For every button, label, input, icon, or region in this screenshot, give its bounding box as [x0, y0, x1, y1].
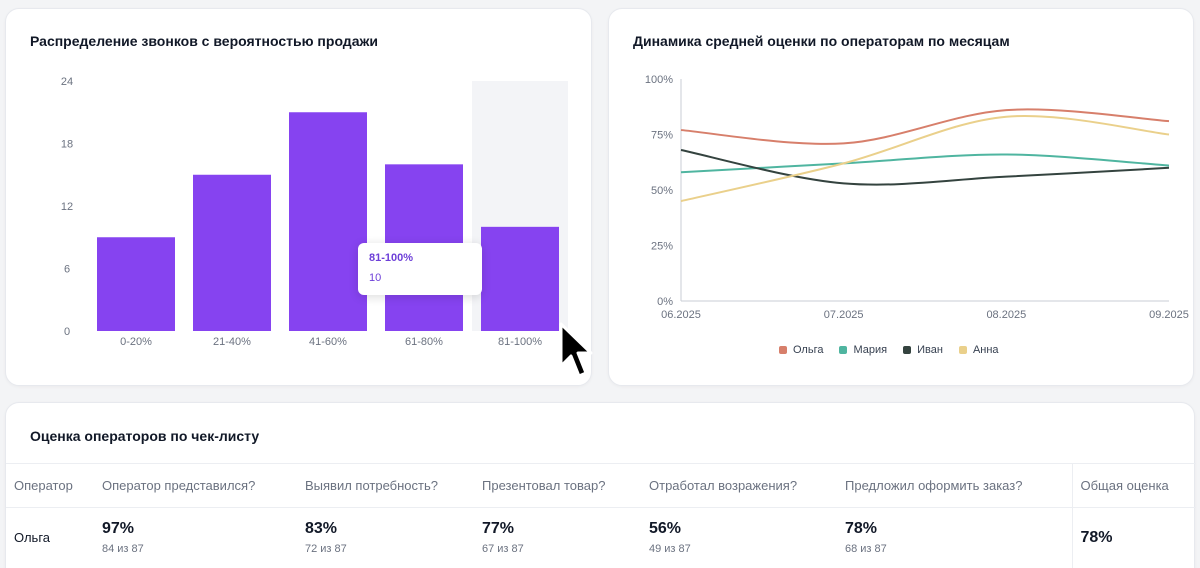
series-line-3	[680, 115, 1170, 203]
bar	[289, 112, 367, 331]
legend-item-0[interactable]: Ольга	[779, 344, 823, 356]
legend-swatch-2	[903, 346, 912, 354]
legend-label-1: Мария	[853, 344, 888, 356]
y-tick-label: 0%	[657, 296, 673, 308]
bar	[481, 226, 559, 331]
bar	[97, 237, 175, 331]
y-tick-label: 75%	[651, 130, 673, 142]
y-tick-label: 50%	[651, 185, 673, 197]
x-tick-label: 08.2025	[986, 309, 1026, 321]
score-count: 49 из 87	[649, 543, 691, 556]
x-tick-label: 61-80%	[405, 336, 443, 348]
operator-name: Ольга	[14, 530, 51, 546]
score-pct: 83%	[305, 520, 338, 538]
x-tick-label: 81-100%	[498, 336, 542, 348]
score-pct: 97%	[102, 520, 135, 538]
y-tick-label: 24	[61, 76, 73, 88]
line-chart: 0% 25% 50% 75% 100% 06.2025 07.2025 08.2025 09.2…	[645, 74, 1189, 321]
score-count: 72 из 87	[305, 543, 347, 556]
score-count: 84 из 87	[102, 543, 144, 556]
x-tick-label: 09.2025	[1149, 309, 1189, 321]
score-cell: 56% 49 из 87	[649, 508, 845, 568]
score-pct: 77%	[482, 520, 515, 538]
x-tick-label: 21-40%	[213, 336, 251, 348]
bar-chart-card: Распределение звонков с вероятностью про…	[5, 8, 593, 386]
series-line-0	[680, 108, 1170, 145]
checklist-table-card: Оценка операторов по чек-листу Оператор …	[5, 402, 1196, 568]
legend-label-2: Иван	[917, 344, 943, 356]
legend-item-1[interactable]: Мария	[839, 344, 887, 356]
score-cell: 97% 84 из 87	[102, 508, 305, 568]
score-cell: 83% 72 из 87	[305, 508, 482, 568]
score-cell: 78% 68 из 87	[845, 508, 1072, 568]
header-total[interactable]: Общая оценка	[1071, 463, 1196, 508]
legend-label-3: Анна	[972, 344, 999, 356]
checklist-table: Оператор Оператор представился? Выявил п…	[6, 463, 1196, 568]
table-header-row: Оператор Оператор представился? Выявил п…	[6, 463, 1196, 508]
mouse-cursor-icon	[559, 322, 593, 378]
y-tick-label: 100%	[645, 74, 673, 86]
header-operator[interactable]: Оператор	[6, 463, 102, 508]
table-row[interactable]: Ольга 97% 84 из 87 83% 72 из 87 77% 67 из 8…	[6, 507, 1196, 568]
y-tick-label: 25%	[651, 241, 673, 253]
operator-cell: Ольга	[6, 508, 102, 568]
header-offer[interactable]: Предложил оформить заказ?	[845, 463, 1072, 508]
header-objections[interactable]: Отработал возражения?	[649, 463, 845, 508]
score-cell: 77% 67 из 87	[482, 508, 649, 568]
line-chart-card: Динамика средней оценки по операторам по…	[608, 8, 1194, 386]
legend-swatch-3	[958, 346, 967, 354]
y-tick-label: 6	[64, 264, 70, 276]
tooltip-value: 10	[369, 272, 382, 284]
legend-swatch-0	[779, 346, 787, 354]
line-chart-legend: Ольга Мария Иван Анна	[779, 344, 999, 356]
legend-label-0: Ольга	[793, 344, 824, 356]
score-pct: 56%	[649, 520, 682, 538]
y-tick-label: 12	[61, 201, 73, 213]
x-tick-label: 06.2025	[661, 309, 701, 321]
bar-chart: 0 6 12 18 24 0-20% 21-40% 41-60% 61-80% 81-100%	[61, 76, 568, 348]
legend-item-2[interactable]: Иван	[903, 344, 943, 356]
score-pct: 78%	[845, 520, 878, 538]
header-need[interactable]: Выявил потребность?	[305, 463, 482, 508]
x-tick-label: 0-20%	[120, 336, 152, 348]
y-tick-label: 0	[64, 326, 70, 338]
bar-tooltip: 81-100% 10	[358, 243, 482, 295]
checklist-table-title: Оценка операторов по чек-листу	[30, 428, 260, 444]
series-line-1	[680, 153, 1170, 174]
tooltip-label: 81-100%	[369, 252, 414, 264]
header-introduced[interactable]: Оператор представился?	[102, 463, 305, 508]
score-count: 68 из 87	[845, 543, 887, 556]
score-count: 67 из 87	[482, 543, 524, 556]
series-line-2	[680, 149, 1170, 186]
total-cell: 78%	[1071, 507, 1196, 568]
header-presented[interactable]: Презентовал товар?	[482, 463, 649, 508]
legend-swatch-1	[839, 346, 848, 354]
total-score: 78%	[1080, 528, 1113, 546]
x-tick-label: 07.2025	[824, 309, 864, 321]
bar-chart-title: Распределение звонков с вероятностью про…	[30, 33, 379, 49]
bar	[193, 174, 271, 331]
x-tick-label: 41-60%	[309, 336, 347, 348]
y-tick-label: 18	[61, 139, 73, 151]
legend-item-3[interactable]: Анна	[958, 344, 999, 356]
line-chart-title: Динамика средней оценки по операторам по…	[633, 33, 1010, 49]
